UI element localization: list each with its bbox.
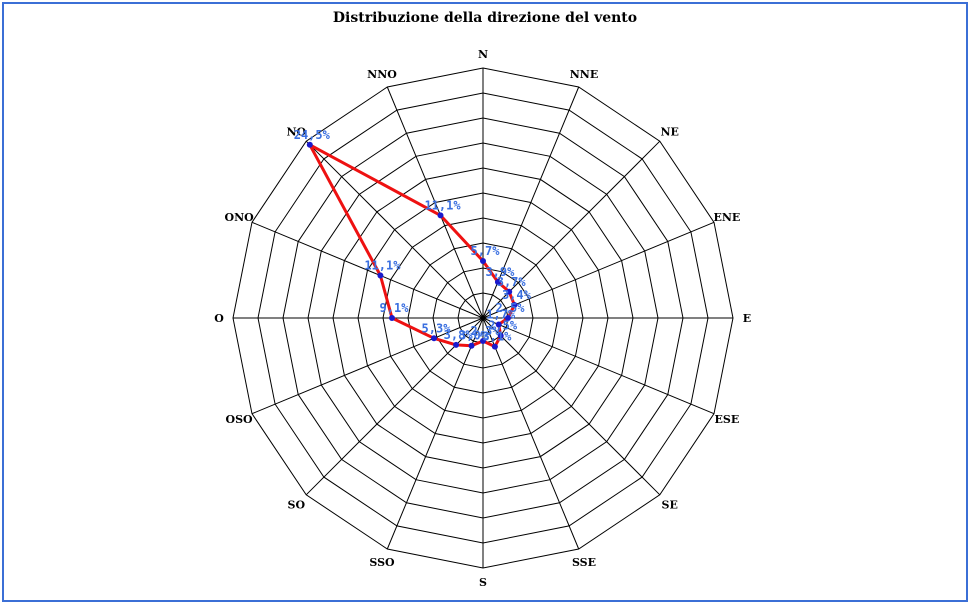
- direction-label: NNE: [570, 68, 599, 81]
- data-point: [505, 315, 511, 321]
- grid-spoke: [251, 221, 484, 319]
- value-label: 5,7%: [471, 244, 501, 258]
- grid-spoke: [386, 86, 484, 319]
- direction-label: OSO: [226, 413, 254, 426]
- value-label: 2,5%: [488, 319, 518, 333]
- value-label: 3,9%: [485, 265, 515, 279]
- grid-spoke: [251, 317, 484, 415]
- grid-spoke: [305, 317, 484, 496]
- data-point: [480, 338, 486, 344]
- value-label: 3,4%: [502, 288, 532, 302]
- direction-label: ESE: [715, 413, 740, 426]
- grid-spoke: [482, 221, 715, 319]
- data-point: [491, 343, 498, 350]
- data-point: [506, 288, 513, 295]
- data-point: [431, 335, 437, 342]
- direction-label: SO: [288, 499, 306, 512]
- grid-spoke: [386, 317, 484, 550]
- value-label: 5,3%: [422, 321, 452, 335]
- grid-spoke: [482, 317, 661, 496]
- direction-label: NNO: [367, 68, 397, 81]
- data-point: [377, 272, 384, 279]
- value-label: 3,1%: [482, 330, 512, 344]
- value-label: 1,7%: [486, 308, 516, 322]
- direction-label: N: [478, 48, 488, 61]
- value-label: 3,8%: [444, 328, 474, 342]
- direction-label: SSE: [572, 556, 596, 569]
- grid-spoke: [305, 140, 484, 319]
- value-label: 2,5%: [496, 301, 526, 315]
- direction-label: O: [214, 312, 224, 325]
- value-label: 11,1%: [424, 198, 461, 212]
- data-point: [468, 342, 475, 349]
- data-point: [497, 332, 504, 339]
- radar-grid: [232, 67, 734, 569]
- data-point: [389, 315, 395, 321]
- value-label: 3,7%: [497, 275, 527, 289]
- data-series: [306, 141, 518, 350]
- data-point: [494, 279, 501, 285]
- data-point: [495, 321, 502, 328]
- value-label: 24,5%: [294, 128, 331, 142]
- value-label: 3,0%: [459, 329, 489, 343]
- data-point: [306, 141, 313, 148]
- value-label: 2,3%: [471, 324, 501, 338]
- data-point: [480, 258, 486, 264]
- value-label: 9,1%: [380, 301, 410, 315]
- direction-label: SSO: [369, 556, 395, 569]
- direction-label: SE: [662, 499, 678, 512]
- grid-spoke: [482, 317, 580, 550]
- chart-title: Distribuzione della direzione del vento: [332, 10, 638, 26]
- direction-label: S: [479, 576, 487, 589]
- direction-labels: N NNE NE ENE E ESE SE SSE S SSO SO OSO O ONO NO NNO: [214, 48, 751, 589]
- data-point: [453, 341, 460, 348]
- data-point: [511, 302, 518, 308]
- direction-label: ONO: [224, 211, 254, 224]
- grid-spoke: [482, 317, 715, 415]
- data-point: [437, 212, 444, 219]
- grid-spoke: [482, 140, 661, 319]
- direction-label: ENE: [713, 211, 740, 224]
- direction-label: E: [743, 312, 751, 325]
- value-label: 11,1%: [364, 259, 401, 273]
- direction-label: NO: [286, 125, 306, 138]
- value-labels: 5,7%3,9%3,7%3,4%2,5%1,7%2,5%3,1%2,3%3,0%…: [294, 128, 532, 344]
- direction-label: NE: [660, 125, 678, 138]
